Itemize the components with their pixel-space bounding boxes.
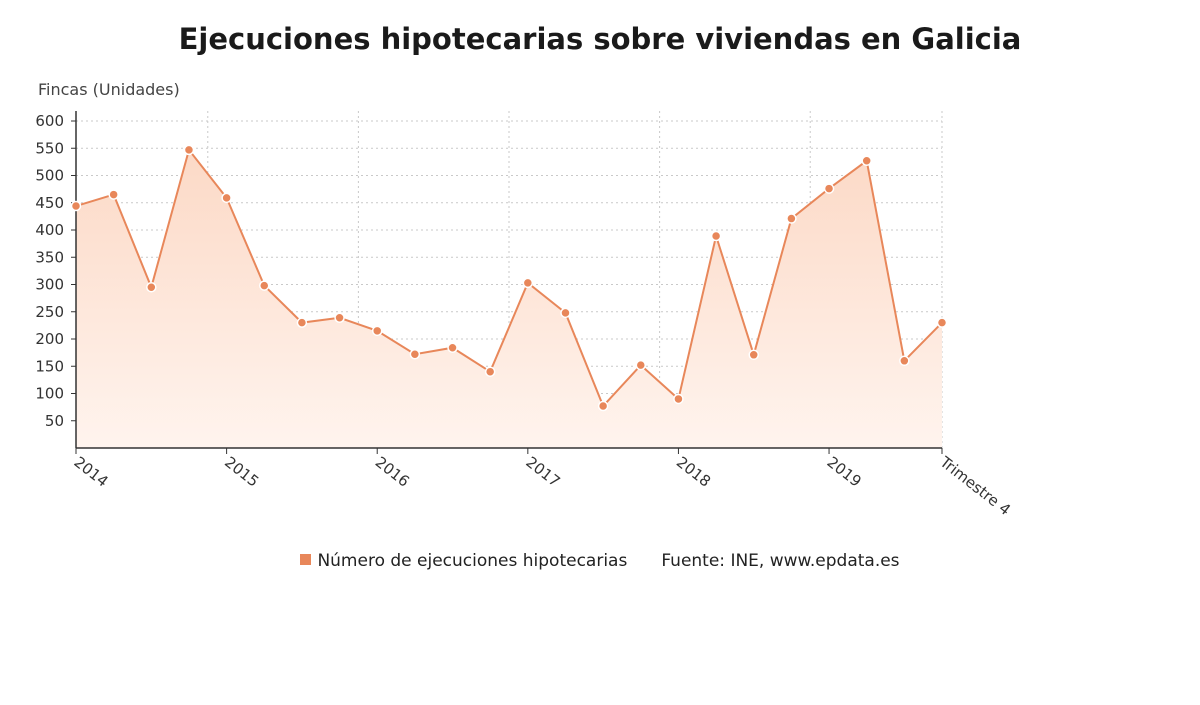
data-point — [146, 281, 157, 293]
data-point — [560, 307, 571, 319]
y-tick-label: 50 — [45, 412, 64, 430]
legend: Número de ejecuciones hipotecarias Fuente… — [0, 551, 1200, 571]
y-tick-label: 250 — [35, 303, 64, 321]
data-point — [936, 317, 948, 328]
y-tick-label: 550 — [35, 139, 64, 157]
data-point — [710, 230, 722, 242]
data-point — [409, 349, 421, 360]
y-tick-label: 300 — [35, 276, 64, 294]
data-point — [371, 325, 383, 337]
data-point — [522, 277, 534, 289]
data-point — [748, 349, 759, 361]
x-tick-label: 2014 — [71, 453, 112, 491]
data-point — [447, 342, 458, 353]
x-tick-label: 2018 — [673, 453, 714, 491]
source-text: Fuente: INE, www.epdata.es — [661, 551, 900, 571]
data-point — [221, 192, 232, 204]
data-point — [861, 155, 872, 167]
axes — [71, 111, 943, 454]
y-axis-label: Fincas (Unidades) — [38, 80, 180, 99]
y-tick-label: 200 — [35, 330, 64, 348]
y-tick-label: 600 — [35, 112, 64, 130]
y-tick-label: 100 — [35, 385, 64, 403]
data-point — [823, 183, 835, 194]
x-tick-label: 2015 — [221, 453, 262, 491]
data-point — [673, 393, 684, 405]
series-area — [76, 149, 942, 448]
y-tick-label: 350 — [35, 248, 64, 266]
x-tick-labels: 2014 2015 2016 2017 2018 2019 Trimestre 4 — [71, 452, 1014, 519]
data-points — [70, 144, 948, 412]
x-tick-label: 2019 — [824, 453, 865, 491]
x-tick-label: Trimestre 4 — [936, 452, 1014, 519]
data-point — [484, 366, 496, 377]
data-point — [334, 312, 345, 323]
y-tick-labels: 50 100 150 200 250 300 350 400 450 500 550 600 — [35, 112, 64, 430]
data-point — [635, 359, 647, 371]
x-tick-label: 2017 — [522, 453, 563, 491]
legend-swatch — [300, 554, 312, 565]
data-point — [70, 200, 82, 212]
y-tick-label: 500 — [35, 167, 64, 185]
data-point — [183, 144, 195, 156]
chart-title: Ejecuciones hipotecarias sobre viviendas… — [178, 22, 1022, 56]
data-point — [259, 280, 270, 291]
data-point — [108, 189, 119, 200]
data-point — [597, 400, 609, 412]
legend-series-label: Número de ejecuciones hipotecarias — [317, 551, 628, 571]
series-line — [75, 147, 943, 408]
data-point — [786, 213, 797, 224]
y-tick-label: 150 — [35, 357, 64, 375]
data-point — [296, 317, 308, 328]
y-tick-label: 450 — [35, 194, 64, 212]
line-chart: 50 100 150 200 250 300 350 400 450 500 550 600 2014… — [35, 111, 1014, 519]
data-point — [899, 355, 910, 367]
y-tick-label: 400 — [35, 221, 64, 239]
x-tick-label: 2016 — [372, 453, 413, 491]
